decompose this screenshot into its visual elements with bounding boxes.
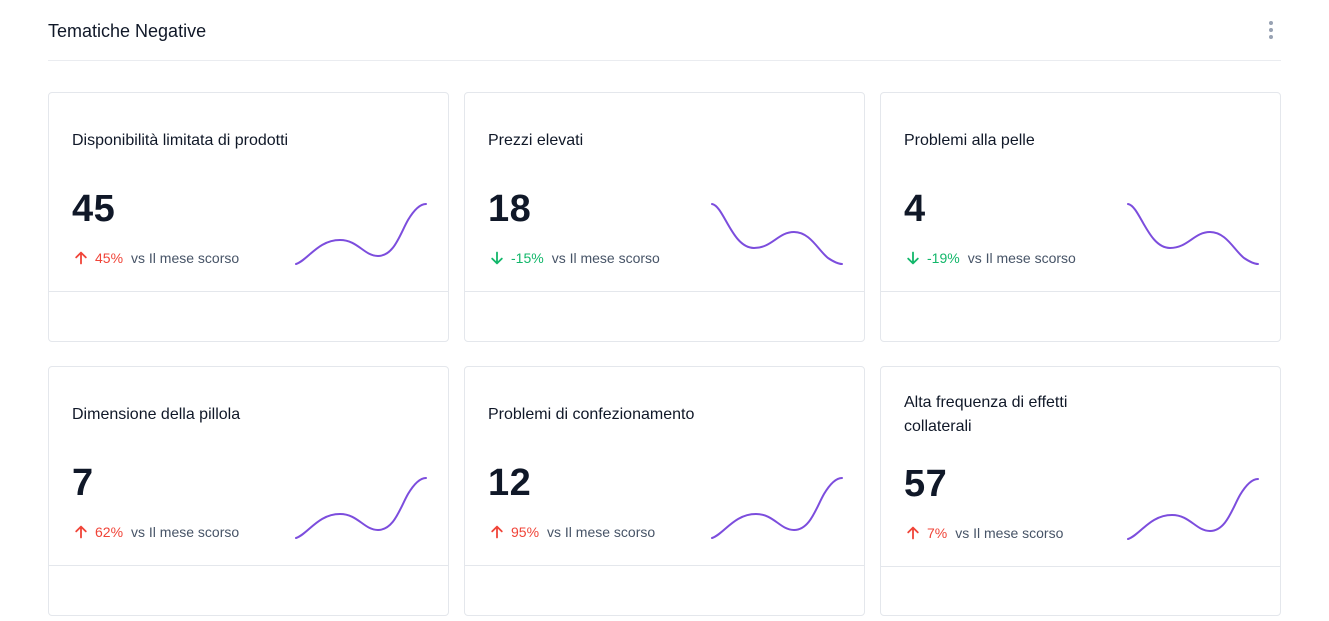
card-footer xyxy=(465,291,864,292)
metrics-grid: Disponibilità limitata di prodotti 45 45… xyxy=(48,92,1281,616)
panel-header: Tematiche Negative xyxy=(48,0,1281,61)
metric-trend: -19% vs Il mese scorso xyxy=(905,248,1076,268)
metric-card[interactable]: Prezzi elevati 18 -15% vs Il mese scorso xyxy=(464,92,865,342)
kebab-menu-icon[interactable] xyxy=(1265,18,1277,42)
metric-title: Problemi di confezionamento xyxy=(488,406,695,423)
metric-title: Dimensione della pillola xyxy=(72,406,241,423)
trend-percentage: 95% xyxy=(511,524,540,540)
trend-percentage: 7% xyxy=(927,525,948,541)
metric-card[interactable]: Problemi alla pelle 4 -19% vs Il mese sc… xyxy=(880,92,1281,342)
metric-title: Disponibilità limitata di prodotti xyxy=(72,132,289,149)
metric-title: Alta frequenza di effetti collaterali xyxy=(904,394,1068,435)
metric-value: 18 xyxy=(488,188,532,230)
trend-comparison: vs Il mese scorso xyxy=(551,250,660,266)
sparkline-chart xyxy=(1127,203,1259,265)
metric-trend: 62% vs Il mese scorso xyxy=(73,522,239,542)
metric-card[interactable]: Alta frequenza di effetti collaterali 57… xyxy=(880,366,1281,616)
card-footer xyxy=(465,565,864,566)
sparkline-chart xyxy=(711,477,843,539)
arrow-path xyxy=(75,251,87,265)
arrow-up-icon xyxy=(75,525,87,539)
sparkline-path xyxy=(1127,478,1259,540)
sparkline-chart xyxy=(711,203,843,265)
sparkline-path xyxy=(711,203,843,265)
arrow-path xyxy=(907,526,919,540)
metric-title: Prezzi elevati xyxy=(488,132,584,149)
card-footer xyxy=(49,565,448,566)
panel-title: Tematiche Negative xyxy=(48,21,207,41)
metric-title: Problemi alla pelle xyxy=(904,132,1035,149)
arrow-path xyxy=(907,251,919,265)
card-footer xyxy=(49,291,448,292)
metric-trend: 45% vs Il mese scorso xyxy=(73,248,239,268)
metric-value: 7 xyxy=(72,462,94,504)
trend-comparison: vs Il mese scorso xyxy=(547,524,656,540)
sparkline-path xyxy=(1127,203,1259,265)
sparkline-path xyxy=(295,203,427,265)
metric-card[interactable]: Problemi di confezionamento 12 95% vs Il… xyxy=(464,366,865,616)
metric-card[interactable]: Disponibilità limitata di prodotti 45 45… xyxy=(48,92,449,342)
metric-value: 12 xyxy=(488,462,532,504)
arrow-down-icon xyxy=(907,251,919,265)
card-footer xyxy=(881,566,1280,567)
trend-comparison: vs Il mese scorso xyxy=(967,250,1076,266)
metric-value: 45 xyxy=(72,188,116,230)
metric-value: 57 xyxy=(904,463,948,505)
sparkline-chart xyxy=(1127,478,1259,540)
sparkline-chart xyxy=(295,203,427,265)
trend-comparison: vs Il mese scorso xyxy=(131,250,240,266)
sparkline-path xyxy=(295,477,427,539)
metric-trend: 95% vs Il mese scorso xyxy=(489,522,655,542)
arrow-path xyxy=(491,251,503,265)
sparkline-chart xyxy=(295,477,427,539)
arrow-up-icon xyxy=(75,251,87,265)
trend-comparison: vs Il mese scorso xyxy=(131,524,240,540)
metric-trend: -15% vs Il mese scorso xyxy=(489,248,660,268)
card-footer xyxy=(881,291,1280,292)
trend-percentage: 62% xyxy=(95,524,124,540)
arrow-up-icon xyxy=(907,526,919,540)
trend-percentage: -15% xyxy=(511,250,544,266)
trend-comparison: vs Il mese scorso xyxy=(955,525,1064,541)
arrow-path xyxy=(491,525,503,539)
arrow-down-icon xyxy=(491,251,503,265)
metric-trend: 7% vs Il mese scorso xyxy=(905,523,1063,543)
arrow-up-icon xyxy=(491,525,503,539)
metric-card[interactable]: Dimensione della pillola 7 62% vs Il mes… xyxy=(48,366,449,616)
sparkline-path xyxy=(711,477,843,539)
arrow-path xyxy=(75,525,87,539)
metric-value: 4 xyxy=(904,188,926,230)
trend-percentage: 45% xyxy=(95,250,124,266)
trend-percentage: -19% xyxy=(927,250,960,266)
